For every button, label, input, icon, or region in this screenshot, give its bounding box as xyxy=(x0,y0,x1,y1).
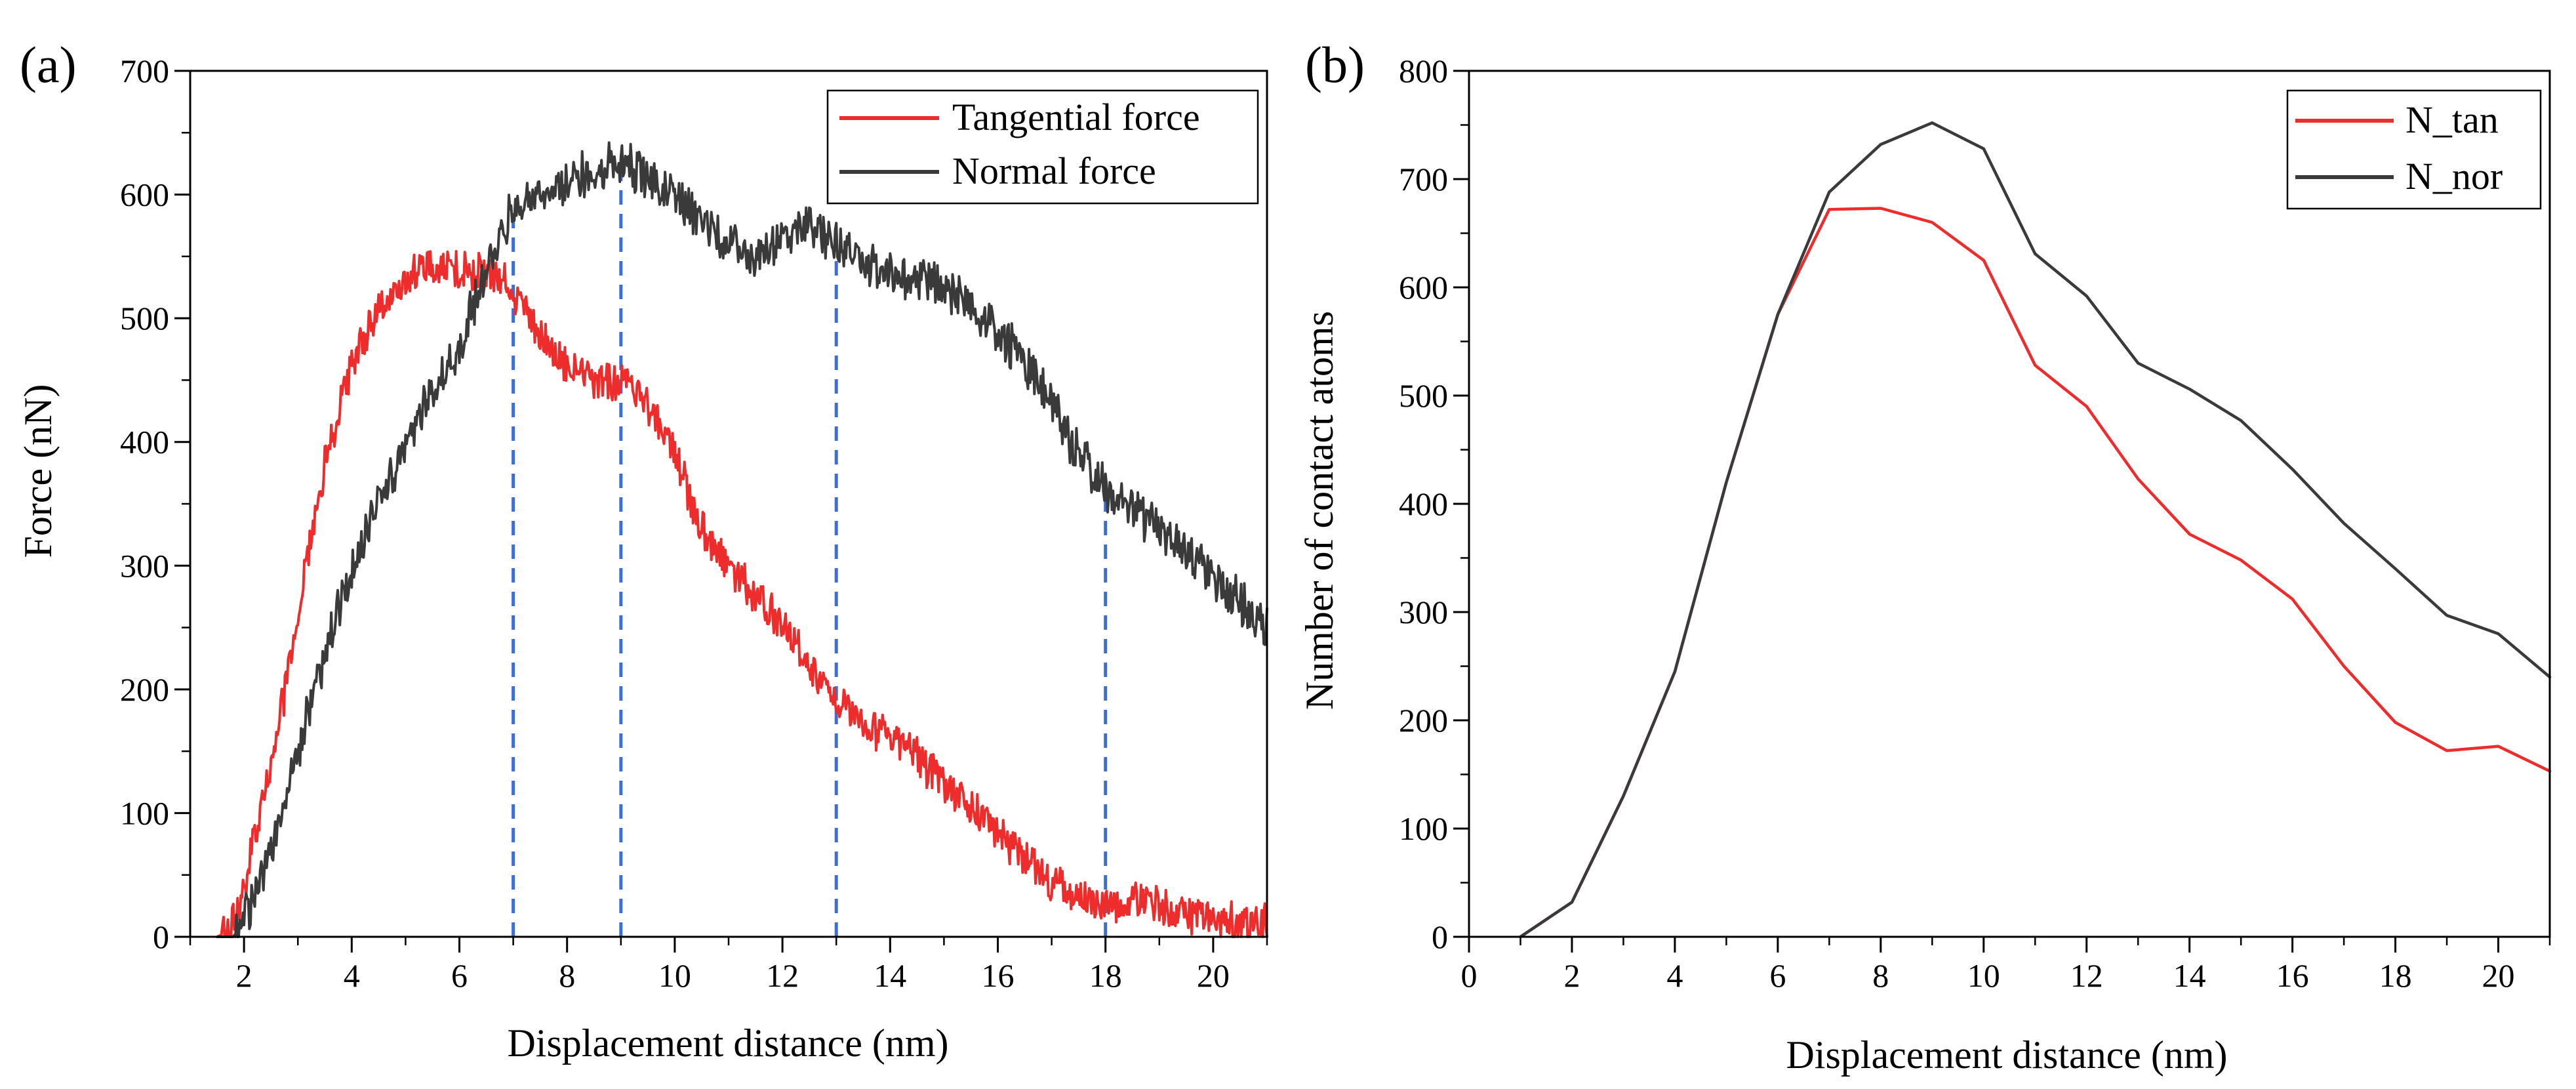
y-tick-label: 800 xyxy=(1399,52,1448,89)
legend-a-normal-label: Normal force xyxy=(952,150,1156,192)
panel-a-xlabel: Displacement distance (nm) xyxy=(507,1021,948,1065)
series-line-tangential-force xyxy=(216,250,1268,938)
legend-b-ntan-label: N_tan xyxy=(2405,98,2499,141)
x-tick-label: 2 xyxy=(236,957,252,994)
x-tick-label: 8 xyxy=(1872,957,1889,994)
x-tick-label: 12 xyxy=(766,957,799,994)
x-tick-label: 18 xyxy=(1089,957,1122,994)
panel-label-a: (a) xyxy=(20,36,77,93)
panel-a-force-chart: (a) Force (nN) Displacement distance (nm… xyxy=(16,36,1268,1065)
panel-b-series xyxy=(1519,121,2552,939)
legend-a-box xyxy=(826,89,1259,205)
x-tick-label: 20 xyxy=(1197,957,1230,994)
y-tick-label: 0 xyxy=(153,918,169,955)
panel-a-series xyxy=(216,141,1268,938)
y-tick-label: 200 xyxy=(1399,702,1448,739)
y-tick-label: 700 xyxy=(120,52,169,89)
y-tick-label: 600 xyxy=(120,176,169,213)
y-tick-label: 300 xyxy=(120,547,169,584)
y-tick-label: 0 xyxy=(1432,918,1448,955)
panel-a-legend: Tangential force Normal force xyxy=(826,89,1259,205)
panel-b-plot-frame xyxy=(1468,70,2551,938)
panel-b-legend: N_tan N_nor xyxy=(2286,89,2542,210)
y-tick-label: 400 xyxy=(120,424,169,461)
series-line-n-nor xyxy=(1519,121,2552,939)
panel-label-b: (b) xyxy=(1305,36,1365,93)
x-tick-label: 16 xyxy=(982,957,1015,994)
x-tick-label: 20 xyxy=(2482,957,2515,994)
x-tick-label: 16 xyxy=(2276,957,2309,994)
y-tick-label: 500 xyxy=(1399,377,1448,414)
y-tick-label: 400 xyxy=(1399,485,1448,522)
y-tick-label: 200 xyxy=(120,671,169,708)
panel-b-contact-atoms-chart: (b) Number of contact atoms Displacement… xyxy=(1298,36,2552,1077)
panel-a-dashed-markers xyxy=(512,163,1108,937)
x-tick-label: 6 xyxy=(1769,957,1786,994)
legend-b-nnor-label: N_nor xyxy=(2405,155,2503,197)
x-tick-label: 12 xyxy=(2070,957,2103,994)
panel-a-ylabel: Force (nN) xyxy=(16,384,60,558)
panel-b-xlabel: Displacement distance (nm) xyxy=(1786,1033,2227,1077)
x-tick-label: 4 xyxy=(344,957,360,994)
x-tick-label: 2 xyxy=(1563,957,1580,994)
x-tick-label: 4 xyxy=(1666,957,1683,994)
legend-b-box xyxy=(2286,89,2542,210)
y-tick-label: 700 xyxy=(1399,161,1448,197)
y-tick-label: 100 xyxy=(120,794,169,831)
panel-a-plot-frame xyxy=(189,70,1268,938)
x-tick-label: 6 xyxy=(451,957,468,994)
series-line-normal-force xyxy=(216,141,1268,938)
x-tick-label: 10 xyxy=(658,957,691,994)
x-tick-label: 10 xyxy=(1967,957,2000,994)
panel-b-ylabel: Number of contact atoms xyxy=(1298,311,1341,710)
x-tick-label: 8 xyxy=(559,957,575,994)
y-tick-label: 300 xyxy=(1399,594,1448,630)
x-tick-label: 14 xyxy=(874,957,906,994)
y-tick-label: 100 xyxy=(1399,810,1448,847)
y-tick-label: 500 xyxy=(120,300,169,337)
y-tick-label: 600 xyxy=(1399,269,1448,306)
x-tick-label: 0 xyxy=(1461,957,1478,994)
x-tick-label: 14 xyxy=(2173,957,2206,994)
legend-a-tangential-label: Tangential force xyxy=(952,96,1200,138)
x-tick-label: 18 xyxy=(2379,957,2412,994)
panel-b-ticks: 0 2 4 6 8 10 12 14 16 18 2001002003004005006007008… xyxy=(1399,52,2551,994)
